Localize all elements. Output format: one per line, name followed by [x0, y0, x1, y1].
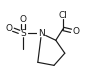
Text: Cl: Cl: [59, 11, 67, 20]
Circle shape: [37, 30, 46, 37]
Text: O: O: [5, 24, 13, 33]
Circle shape: [19, 30, 28, 37]
Text: N: N: [38, 29, 45, 38]
Circle shape: [19, 16, 28, 23]
Text: O: O: [20, 15, 27, 24]
Circle shape: [5, 24, 13, 32]
Circle shape: [59, 11, 67, 19]
Text: S: S: [21, 29, 26, 38]
Circle shape: [71, 28, 80, 36]
Text: O: O: [72, 27, 79, 36]
